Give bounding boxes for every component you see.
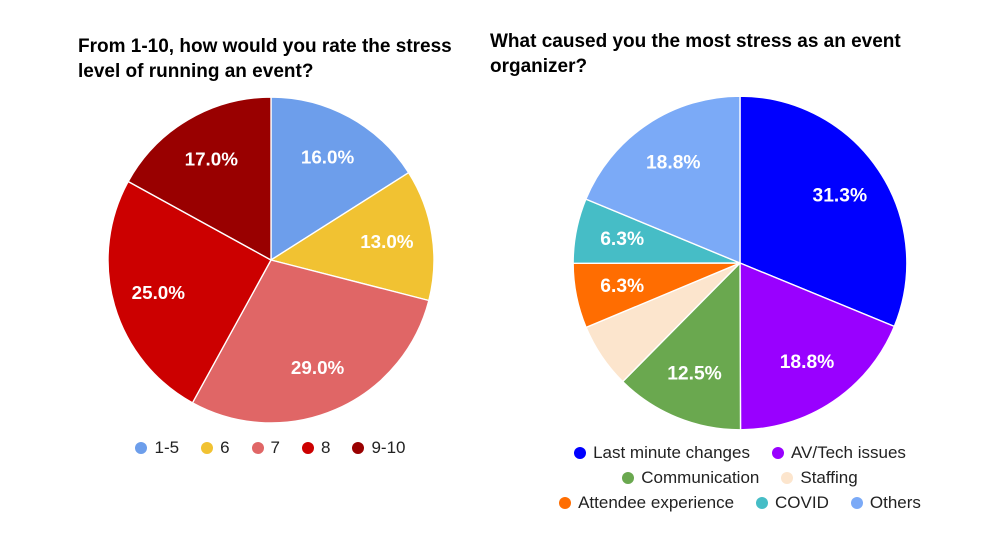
stress-cause-legend: Last minute changes AV/Tech issues Communi… [490,443,990,513]
legend-label-8: 8 [321,438,331,458]
slice-percent-label-covid: 6.3% [600,229,644,250]
pie-slice-av-tech-issues[interactable] [739,262,896,431]
pie-slice-communication[interactable] [621,262,742,431]
legend-dot-1-5 [135,442,148,455]
legend-item-9-10[interactable]: 9-10 [352,438,406,458]
legend-item-staffing[interactable]: Staffing [781,468,858,488]
slice-percent-label-7: 29.0% [290,357,344,378]
legend-dot-communication [622,472,635,485]
stress-level-legend: 1-5 6 7 8 9-10 [78,438,463,458]
stress-cause-pie: 31.3% 18.8% 12.5% 6.3% 6.3% 18.8% [490,91,990,435]
legend-row: Last minute changes AV/Tech issues [574,443,906,463]
legend-dot-staffing [781,472,794,485]
legend-row: Communication Staffing [622,468,858,488]
stress-level-pie: 16.0% 13.0% 29.0% 25.0% 17.0% [78,92,463,428]
legend-item-6[interactable]: 6 [201,438,230,458]
legend-label-communication: Communication [641,468,760,488]
legend-dot-av-tech-issues [771,447,784,460]
legend-dot-6 [201,442,214,455]
stress-level-pie-chart: From 1-10, how would you rate the stress… [78,34,463,458]
slice-percent-label-9-10: 17.0% [184,149,238,170]
legend-label-av-tech-issues: AV/Tech issues [790,443,906,463]
legend-row: Attendee experience COVID Others [559,493,921,513]
pie-slice-others[interactable] [585,95,741,264]
legend-item-7[interactable]: 7 [251,438,280,458]
legend-row: 1-5 6 7 8 9-10 [135,438,406,458]
legend-label-1-5: 1-5 [154,438,180,458]
pie-slice-7[interactable] [191,259,430,424]
legend-dot-last-minute-changes [574,447,587,460]
pie-svg: 16.0% 13.0% 29.0% 25.0% 17.0% [106,96,435,424]
legend-dot-7 [251,442,264,455]
slice-percent-label-1-5: 16.0% [300,147,354,168]
pie-slice-1-5[interactable] [269,96,409,261]
legend-item-av-tech-issues[interactable]: AV/Tech issues [771,443,906,463]
pie-slice-6[interactable] [269,172,435,302]
legend-item-8[interactable]: 8 [302,438,330,458]
legend-dot-others [850,497,863,510]
legend-label-staffing: Staffing [800,468,858,488]
legend-item-attendee-experience[interactable]: Attendee experience [559,493,734,513]
slice-percent-label-6: 13.0% [360,231,414,252]
legend-item-covid[interactable]: COVID [756,493,829,513]
legend-item-others[interactable]: Others [850,493,921,513]
legend-label-6: 6 [220,438,230,458]
slice-percent-label-communication: 12.5% [667,364,722,385]
legend-dot-8 [302,442,314,455]
slice-percent-label-av-tech-issues: 18.8% [780,352,835,373]
stress-cause-chart-title: What caused you the most stress as an ev… [490,31,901,78]
pie-slice-last-minute-changes[interactable] [739,95,908,328]
pie-svg: 31.3% 18.8% 12.5% 6.3% 6.3% 18.8% [572,95,908,431]
legend-label-9-10: 9-10 [371,438,406,458]
legend-label-others: Others [869,493,921,513]
legend-item-1-5[interactable]: 1-5 [135,438,179,458]
legend-dot-9-10 [352,442,365,455]
legend-dot-attendee-experience [559,497,572,510]
legend-dot-covid [756,497,769,510]
legend-label-last-minute-changes: Last minute changes [593,443,750,463]
legend-item-communication[interactable]: Communication [622,468,759,488]
slice-percent-label-last-minute-changes: 31.3% [812,186,867,207]
stress-level-chart-title: From 1-10, how would you rate the stress… [78,36,452,83]
legend-label-7: 7 [270,438,280,458]
legend-label-covid: COVID [775,493,829,513]
slice-percent-label-others: 18.8% [646,153,701,174]
slice-percent-label-8: 25.0% [131,282,185,303]
stress-cause-pie-chart: What caused you the most stress as an ev… [490,29,990,513]
pie-slice-9-10[interactable] [127,96,272,261]
pie-slice-8[interactable] [106,180,272,404]
legend-item-last-minute-changes[interactable]: Last minute changes [574,443,750,463]
slice-percent-label-attendee-experience: 6.3% [600,276,644,297]
legend-label-attendee-experience: Attendee experience [578,493,735,513]
